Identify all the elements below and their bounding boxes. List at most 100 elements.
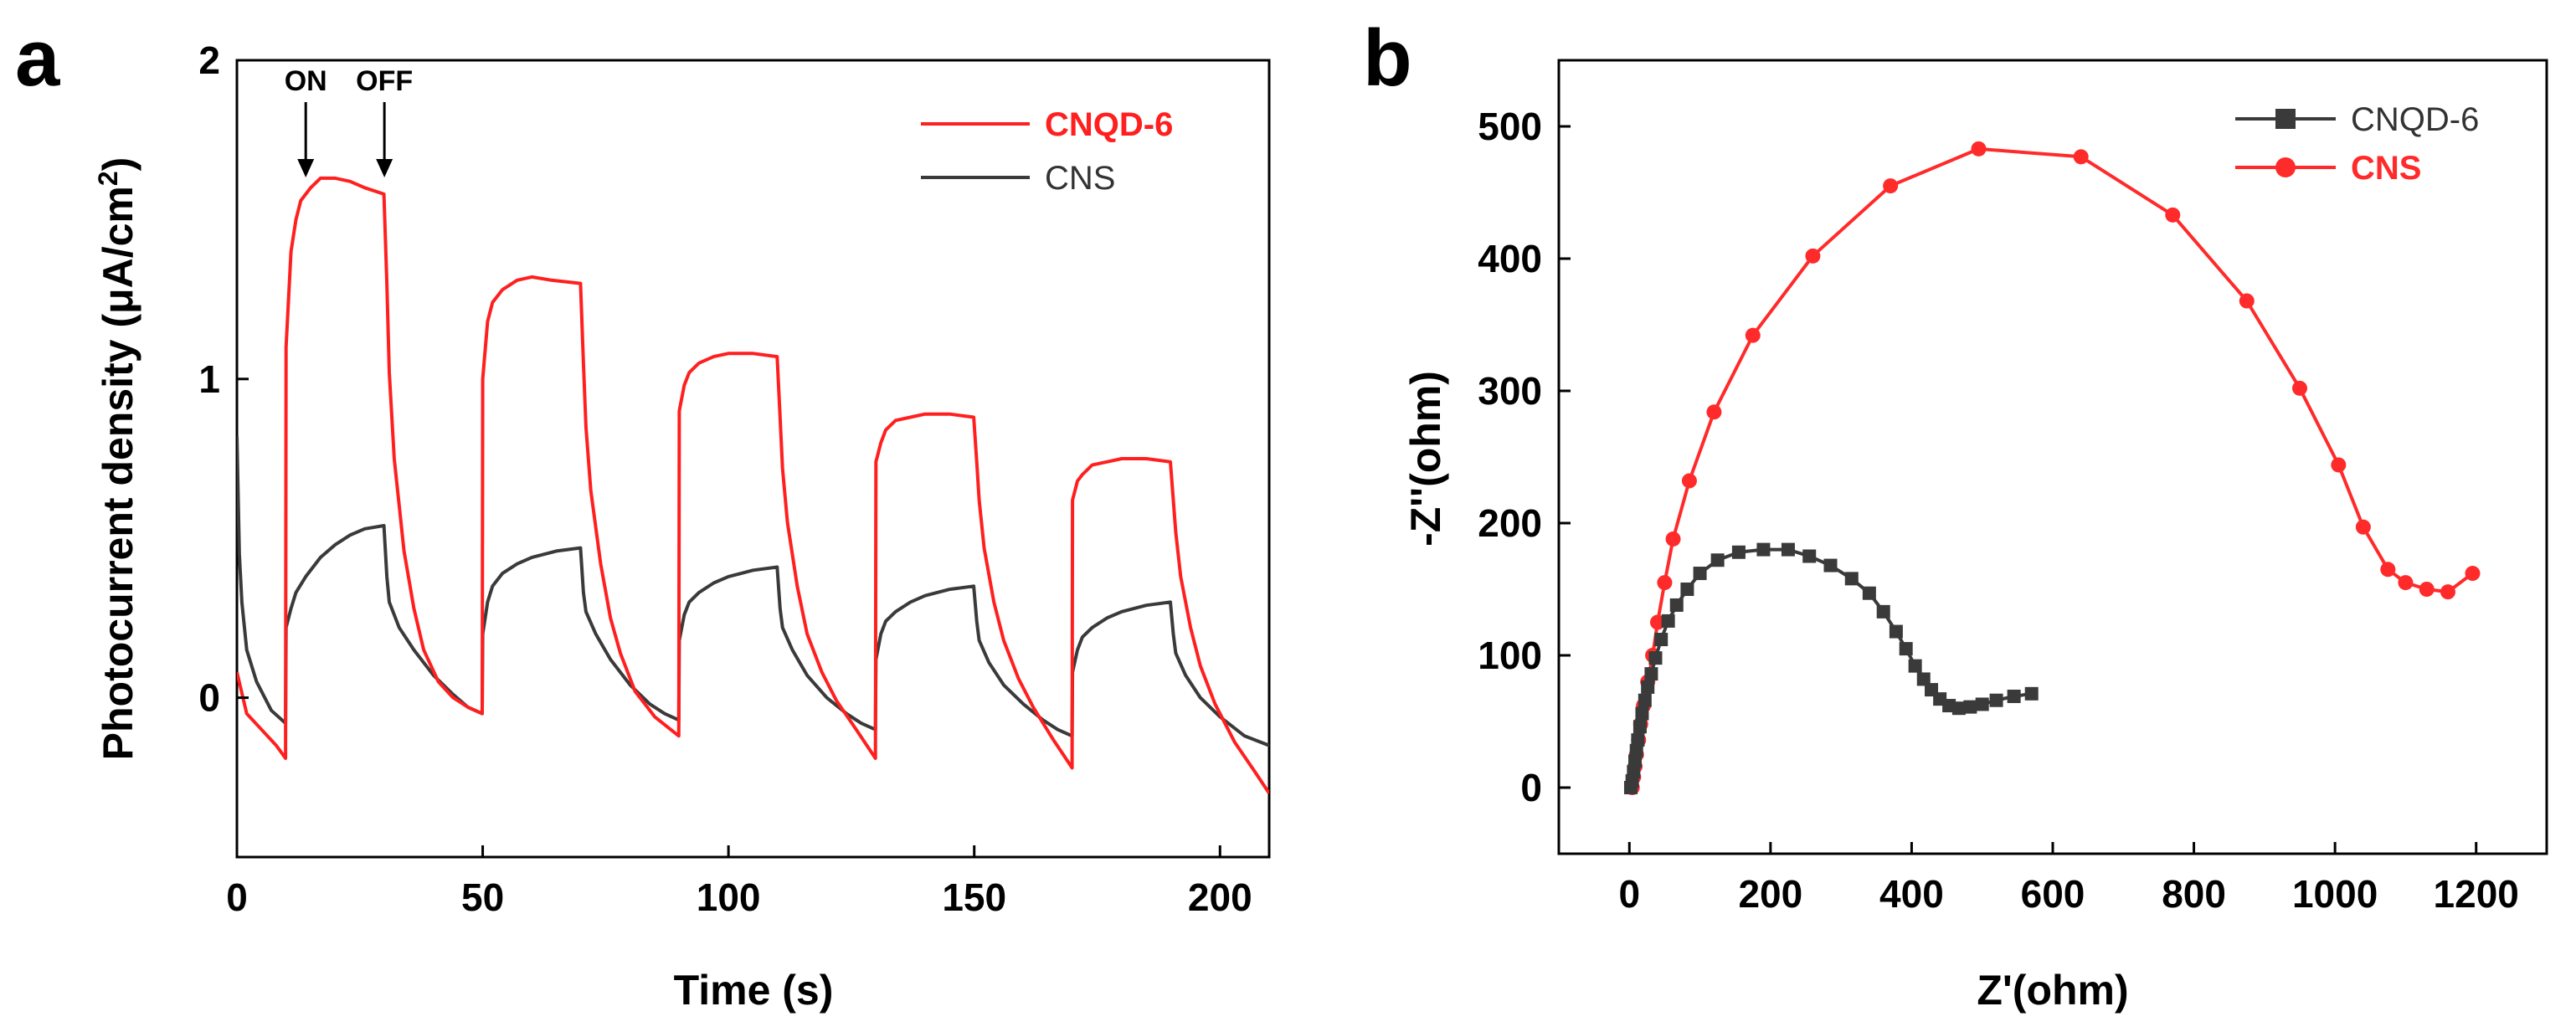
series-cnqd-6-point xyxy=(1628,754,1643,768)
panel-b-x-tick-label: 0 xyxy=(1618,872,1640,916)
annotation-off-label: OFF xyxy=(356,65,413,97)
series-cns-point xyxy=(2380,562,2396,578)
series-cns-point xyxy=(1681,473,1697,489)
series-cns-point xyxy=(1971,141,1987,157)
series-cnqd-6-point xyxy=(1669,598,1684,612)
series-cns-point xyxy=(1650,614,1665,630)
series-cns-point xyxy=(2165,207,2181,223)
legend-cnqd6-label: CNQD-6 xyxy=(2351,101,2479,138)
series-cnqd-6-point xyxy=(1951,701,1966,716)
series-cnqd-6-point xyxy=(1899,642,1913,656)
series-cns-point xyxy=(2331,457,2347,473)
panel-b-x-tick-label: 400 xyxy=(1879,872,1944,916)
panel-a-y-tick-label: 2 xyxy=(198,39,220,82)
panel-b-y-tick-label: 200 xyxy=(1478,501,1542,545)
series-cnqd-6-point xyxy=(1975,697,1989,711)
series-cnqd-6-point xyxy=(1731,545,1746,559)
series-cnqd-6-point xyxy=(1710,553,1725,567)
series-cnqd-6-point xyxy=(2007,689,2021,703)
panel-a-x-axis-label: Time (s) xyxy=(674,967,834,1014)
panel-a: a 0 50 100 150 200 0 1 2 ON OFF CNQD-6 CNS Time… xyxy=(15,13,1271,1014)
panel-b-series-group xyxy=(1623,141,2481,795)
annotation-on-arrowhead-icon xyxy=(297,159,315,177)
legend-cns-label: CNS xyxy=(2351,150,2421,187)
annotation-off-arrowhead-icon xyxy=(376,159,393,177)
series-cnqd-6-point xyxy=(1680,583,1694,596)
series-cnqd-6-point xyxy=(1693,567,1707,581)
y-label-close: ) xyxy=(95,157,141,172)
panel-a-legend: CNQD-6 CNS xyxy=(921,106,1173,197)
legend-cns-circle-marker-icon xyxy=(2275,157,2296,177)
series-cnqd-6-point xyxy=(1648,651,1663,665)
series-cns-point xyxy=(1745,327,1761,343)
series-cns-point xyxy=(2398,575,2414,591)
series-cns-point xyxy=(1805,248,1821,264)
panel-b-x-tick-label: 200 xyxy=(1738,872,1802,916)
legend-cnqd6-label: CNQD-6 xyxy=(1045,106,1173,143)
panel-b-y-axis-label: -Z''(ohm) xyxy=(1402,371,1449,547)
panel-a-y-tick-label: 0 xyxy=(198,676,220,720)
panel-a-x-tick-label: 100 xyxy=(697,875,761,919)
series-cnqd-6-point xyxy=(2024,686,2039,701)
series-cnqd-6-point xyxy=(1635,706,1649,721)
panel-a-x-tick-label: 200 xyxy=(1188,875,1252,919)
panel-a-x-tick-label: 150 xyxy=(942,875,1006,919)
annotation-on-label: ON xyxy=(285,65,327,97)
series-cns-line xyxy=(237,436,1269,747)
series-cns-point xyxy=(1665,531,1681,547)
series-cns-point xyxy=(2355,519,2371,535)
series-cnqd-6-point xyxy=(1629,743,1643,757)
panel-b-legend: CNQD-6 CNS xyxy=(2235,101,2479,187)
series-cnqd-6-point xyxy=(1631,733,1645,747)
series-cnqd-6-point xyxy=(1781,542,1795,557)
series-cnqd-6-point xyxy=(1916,672,1931,686)
panel-b-x-tick-label: 800 xyxy=(2162,872,2226,916)
series-cns-point xyxy=(2440,584,2455,600)
panel-a-ticks-group: 0 50 100 150 200 0 1 2 xyxy=(198,39,1252,919)
series-cnqd-6-point xyxy=(1908,659,1922,673)
panel-a-letter: a xyxy=(15,13,60,103)
series-cnqd-6-point xyxy=(1862,586,1876,600)
panel-b-y-tick-label: 300 xyxy=(1478,369,1542,413)
series-cns-point xyxy=(1706,404,1722,420)
panel-b-x-tick-label: 600 xyxy=(2021,872,2085,916)
series-cnqd-6-point xyxy=(1963,700,1977,714)
series-cnqd-6-point xyxy=(1627,765,1641,779)
series-cns-point xyxy=(2292,380,2307,396)
series-cnqd-6-point xyxy=(1756,542,1771,557)
panel-a-x-tick-label: 50 xyxy=(461,875,504,919)
series-cns-point xyxy=(2239,293,2255,309)
series-cnqd-6-point xyxy=(1638,693,1652,707)
panel-b-letter: b xyxy=(1363,13,1412,103)
series-cnqd-6-point xyxy=(1844,572,1859,586)
series-cnqd-6-point xyxy=(1641,680,1655,694)
panel-b: b 0 200 400 600 800 1000 12000100200300400500 … xyxy=(1363,13,2548,1014)
series-cnqd-6-point xyxy=(1823,558,1838,572)
panel-a-series-group xyxy=(237,176,1269,794)
series-cnqd-6-point xyxy=(1661,614,1675,628)
legend-cnqd6-square-marker-icon xyxy=(2275,109,2296,129)
series-cnqd-6-point xyxy=(1876,604,1890,619)
series-cns-point xyxy=(1883,178,1899,194)
panel-b-x-tick-label: 1200 xyxy=(2434,872,2519,916)
series-cnqd-6-point xyxy=(1654,633,1668,647)
panel-b-y-tick-label: 500 xyxy=(1478,105,1542,148)
series-cns-point xyxy=(2073,149,2089,165)
panel-a-annotations: ON OFF xyxy=(285,65,413,177)
series-cns-point xyxy=(1657,575,1673,591)
y-label-main: Photocurrent density (μA/cm xyxy=(95,186,141,760)
series-cnqd-6-point xyxy=(1989,693,2003,707)
series-cnqd-6-point xyxy=(1644,667,1658,681)
series-cns-point xyxy=(2419,582,2435,597)
legend-cns-label: CNS xyxy=(1045,160,1115,197)
series-cnqd-6-point xyxy=(1802,549,1817,563)
series-cnqd-6-point xyxy=(1889,624,1903,639)
panel-a-x-tick-label: 0 xyxy=(226,875,248,919)
panel-b-x-axis-label: Z'(ohm) xyxy=(1977,967,2128,1014)
y-label-superscript: 2 xyxy=(93,171,123,186)
panel-a-y-tick-label: 1 xyxy=(198,357,220,401)
panel-b-y-tick-label: 0 xyxy=(1520,766,1542,809)
series-cnqd-6-line xyxy=(237,176,1269,794)
panel-b-x-tick-label: 1000 xyxy=(2292,872,2378,916)
